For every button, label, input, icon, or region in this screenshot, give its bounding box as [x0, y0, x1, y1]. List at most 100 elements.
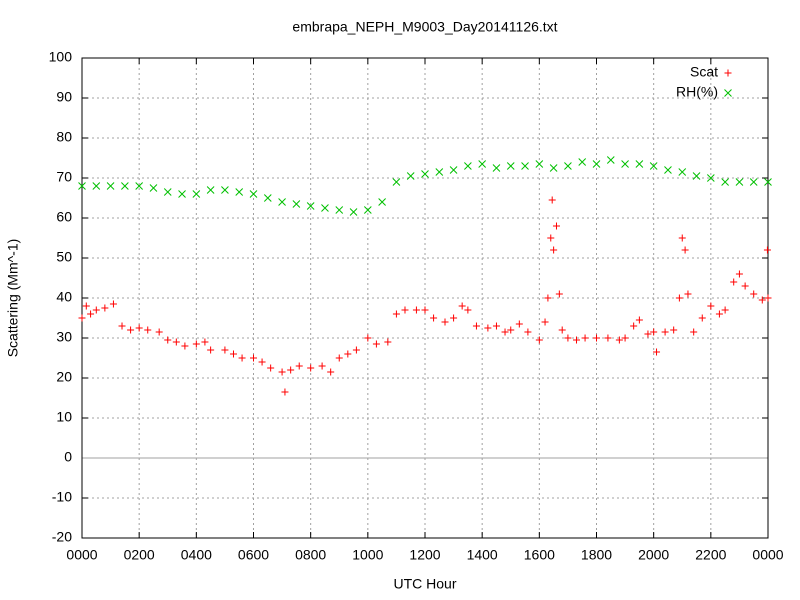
point [92, 306, 100, 314]
point [555, 290, 563, 298]
point [421, 306, 429, 314]
y-tick-label: 100 [49, 49, 73, 65]
point [478, 160, 487, 168]
point [621, 334, 629, 342]
point [544, 294, 552, 302]
point [372, 340, 380, 348]
point [458, 302, 466, 310]
point [144, 326, 152, 334]
point [715, 310, 723, 318]
point [501, 328, 509, 336]
point [606, 156, 615, 164]
legend-label: RH(%) [676, 84, 718, 100]
point [507, 326, 515, 334]
point [621, 160, 629, 168]
point [127, 326, 135, 334]
point [564, 334, 572, 342]
point [278, 198, 286, 206]
point [535, 336, 543, 344]
point [384, 338, 392, 346]
point [192, 190, 201, 198]
point [604, 334, 612, 342]
point [524, 328, 532, 336]
point [192, 340, 200, 348]
point [684, 290, 692, 298]
chart-title: embrapa_NEPH_M9003_Day20141126.txt [292, 19, 557, 35]
point [578, 158, 587, 166]
point [758, 296, 766, 304]
point [564, 162, 572, 170]
x-tick-label: 1400 [467, 547, 498, 563]
point [721, 178, 729, 186]
point [472, 322, 480, 330]
point [327, 368, 335, 376]
point [690, 328, 698, 336]
point [163, 188, 172, 196]
point [670, 326, 678, 334]
point [344, 350, 352, 358]
point [741, 282, 749, 290]
point [321, 204, 329, 212]
point [206, 186, 215, 194]
y-tick-label: 0 [64, 449, 72, 465]
point [135, 182, 144, 190]
x-tick-label: 1800 [581, 547, 612, 563]
point [464, 306, 472, 314]
point [135, 324, 143, 332]
point [515, 320, 523, 328]
point [421, 170, 429, 178]
point [172, 338, 180, 346]
point [541, 318, 549, 326]
point [698, 314, 706, 322]
x-tick-label: 1000 [352, 547, 383, 563]
point [364, 334, 372, 342]
point [412, 306, 420, 314]
point [750, 290, 758, 298]
point [267, 364, 275, 372]
point [263, 194, 272, 202]
point [630, 322, 638, 330]
point [207, 346, 215, 354]
x-tick-label: 0600 [238, 547, 269, 563]
point [292, 200, 301, 208]
point [181, 342, 189, 350]
x-tick-label: 0000 [66, 547, 97, 563]
point [735, 178, 744, 186]
y-tick-label: 30 [56, 329, 72, 345]
point [149, 184, 158, 192]
point [661, 328, 669, 336]
x-tick-label: 0200 [124, 547, 155, 563]
y-tick-label: 60 [56, 209, 72, 225]
legend-marker [724, 89, 732, 97]
point [706, 174, 715, 182]
point [735, 270, 743, 278]
point [572, 336, 580, 344]
x-tick-label: 1200 [409, 547, 440, 563]
point [238, 354, 246, 362]
point [644, 330, 652, 338]
point [552, 222, 560, 230]
y-tick-label: 90 [56, 89, 72, 105]
point [229, 350, 237, 358]
point [764, 294, 772, 302]
point [363, 206, 372, 214]
point [435, 168, 444, 176]
point [235, 188, 244, 196]
point [306, 202, 315, 210]
point [287, 366, 295, 374]
point [664, 166, 672, 174]
point [441, 318, 449, 326]
point [378, 198, 386, 206]
y-tick-label: 50 [56, 249, 72, 265]
point [675, 294, 683, 302]
point [78, 182, 86, 190]
point [401, 306, 409, 314]
y-tick-label: -20 [52, 529, 72, 545]
y-tick-label: 10 [56, 409, 72, 425]
point [406, 172, 415, 180]
point [82, 302, 90, 310]
point [101, 304, 109, 312]
point [549, 164, 558, 172]
point [721, 306, 729, 314]
